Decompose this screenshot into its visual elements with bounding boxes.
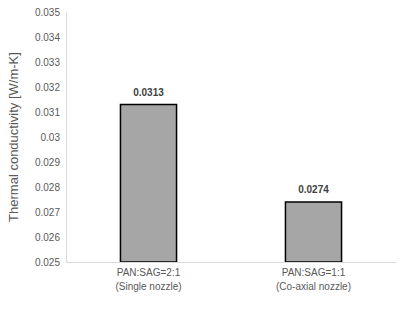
- y-tick-label: 0.025: [35, 257, 60, 268]
- x-tick-label: PAN:SAG=1:1 (Co-axial nozzle): [276, 267, 351, 292]
- x-tick-label-line: (Single nozzle): [115, 281, 181, 292]
- y-axis-title: Thermal conductivity [W/m-K]: [6, 52, 21, 222]
- bar: [120, 105, 176, 263]
- y-tick: 0.027: [35, 207, 66, 218]
- y-tick: 0.028: [35, 182, 66, 193]
- y-tick: 0.026: [35, 232, 66, 243]
- bars: [120, 105, 341, 263]
- x-axis-line: [67, 262, 397, 263]
- bar: [285, 202, 341, 262]
- y-tick: 0.025: [35, 257, 66, 268]
- x-tick: PAN:SAG=2:1 (Single nozzle): [115, 262, 181, 292]
- x-tick-label-line: PAN:SAG=2:1: [117, 267, 181, 278]
- y-tick: 0.03: [41, 132, 66, 143]
- data-label: 0.0313: [133, 87, 164, 98]
- y-tick-label: 0.027: [35, 207, 60, 218]
- x-tick-label: PAN:SAG=2:1 (Single nozzle): [115, 267, 181, 292]
- y-tick-label: 0.028: [35, 182, 60, 193]
- y-tick-label: 0.035: [35, 7, 60, 18]
- y-tick: 0.032: [35, 82, 66, 93]
- data-labels: 0.0313 0.0274: [133, 87, 329, 196]
- y-tick-label: 0.026: [35, 232, 60, 243]
- y-tick-label: 0.033: [35, 57, 60, 68]
- data-label: 0.0274: [298, 184, 329, 195]
- x-tick: PAN:SAG=1:1 (Co-axial nozzle): [276, 262, 351, 292]
- y-axis: 0.025 0.026 0.027 0.028 0.029 0.03 0.031 0.032 0…: [35, 7, 67, 268]
- y-tick-label: 0.031: [35, 107, 60, 118]
- y-axis-line: [66, 13, 67, 263]
- y-tick: 0.029: [35, 157, 66, 168]
- y-tick: 0.033: [35, 57, 66, 68]
- x-axis: PAN:SAG=2:1 (Single nozzle) PAN:SAG=1:1 (Co…: [67, 262, 397, 292]
- x-tick-label-line: (Co-axial nozzle): [276, 281, 351, 292]
- y-tick: 0.031: [35, 107, 66, 118]
- y-tick-label: 0.029: [35, 157, 60, 168]
- y-tick-label: 0.034: [35, 32, 60, 43]
- y-tick-label: 0.03: [41, 132, 61, 143]
- chart: 0.025 0.026 0.027 0.028 0.029 0.03 0.031 0.032 0…: [0, 0, 402, 317]
- y-tick-label: 0.032: [35, 82, 60, 93]
- y-tick: 0.035: [35, 7, 66, 18]
- x-tick-label-line: PAN:SAG=1:1: [282, 267, 346, 278]
- y-tick: 0.034: [35, 32, 66, 43]
